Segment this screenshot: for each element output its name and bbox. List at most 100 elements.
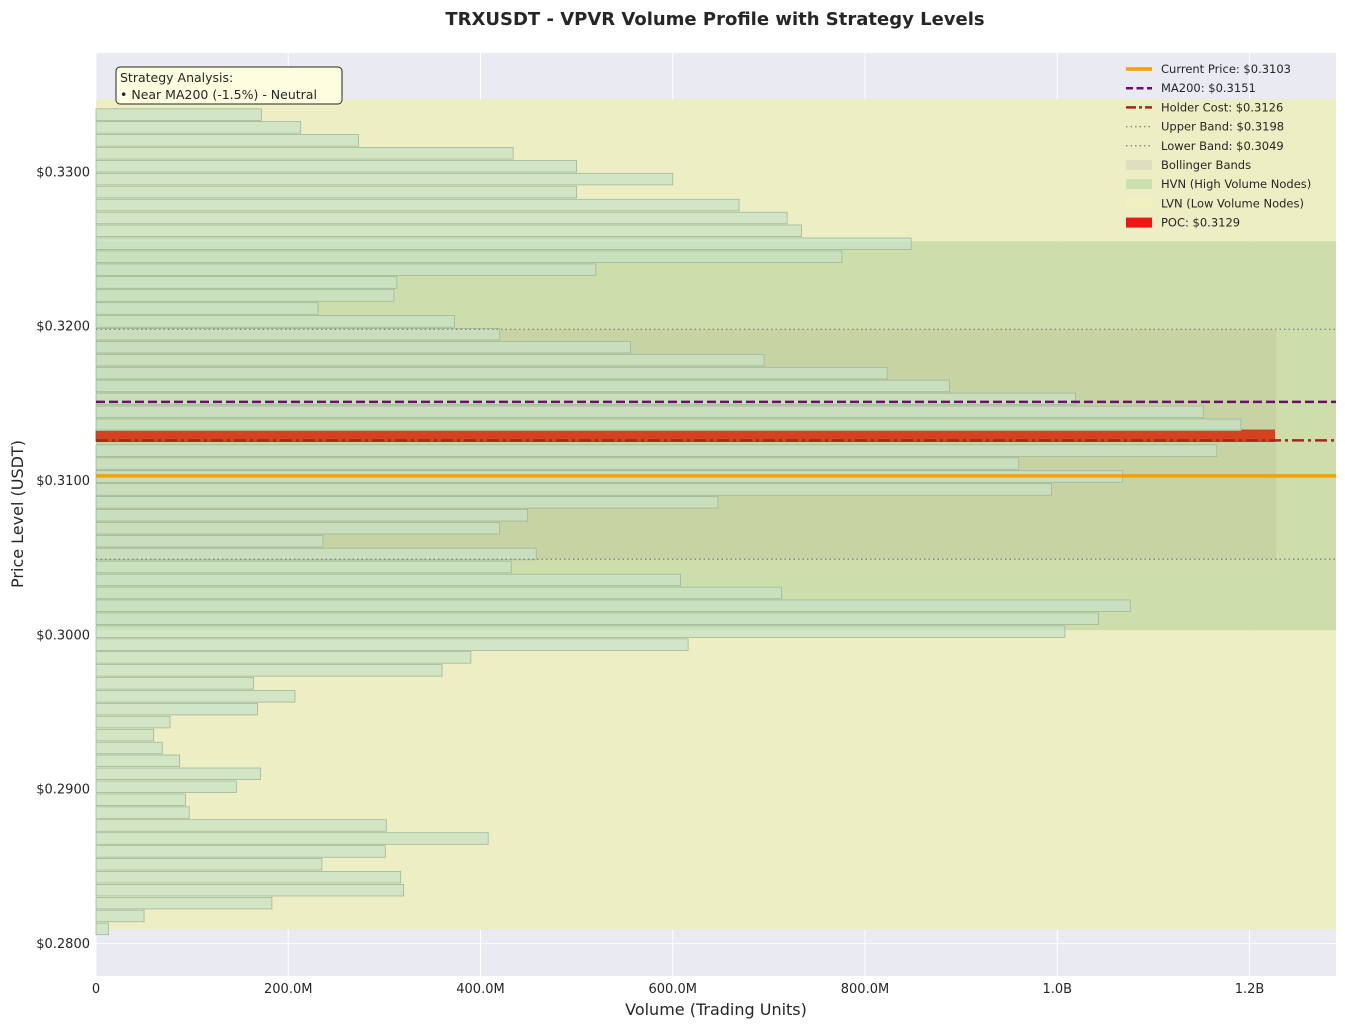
x-tick-label-3: 600.0M — [649, 982, 697, 997]
volume-bar-56 — [95, 198, 740, 212]
volume-bar-31 — [95, 522, 501, 535]
legend-entry-2: Holder Cost: $0.3126 — [1126, 100, 1283, 114]
poc-bar — [95, 429, 1275, 442]
volume-bar-7 — [95, 832, 489, 845]
chart-title: TRXUSDT - VPVR Volume Profile with Strat… — [445, 9, 984, 30]
volume-bar-12 — [95, 767, 261, 780]
volume-bar-39 — [95, 418, 1242, 432]
y-axis-label: Price Level (USDT) — [8, 440, 27, 588]
volume-bar-10 — [95, 793, 186, 806]
volume-bar-61 — [95, 134, 359, 147]
y-axis-ticks: $0.2800 $0.2900 $0.3000 $0.3100 $0.3200 $0.33… — [36, 165, 90, 952]
x-axis-label: Volume (Trading Units) — [625, 1000, 807, 1019]
y-tick-label-0: $0.2800 — [36, 937, 90, 952]
volume-bar-8 — [95, 819, 387, 832]
volume-bar-26 — [95, 586, 782, 600]
volume-bar-1 — [95, 909, 145, 923]
y-tick-label-3: $0.3100 — [36, 474, 90, 489]
volume-bar-63 — [95, 108, 262, 121]
volume-bar-52 — [95, 250, 843, 263]
legend-label-3: Upper Band: $0.3198 — [1161, 120, 1284, 134]
volume-bar-17 — [95, 702, 258, 716]
volume-bar-20 — [95, 664, 443, 677]
volume-bar-6 — [95, 845, 386, 858]
volume-bar-34 — [95, 483, 1052, 496]
legend-label-4: Lower Band: $0.3049 — [1161, 139, 1284, 153]
legend-swatch-8 — [1126, 217, 1152, 228]
legend-entry-0: Current Price: $0.3103 — [1126, 62, 1291, 76]
volume-bar-4 — [95, 871, 402, 884]
annotation-line-2: • Near MA200 (-1.5%) - Neutral — [120, 87, 317, 102]
volume-bar-59 — [95, 160, 578, 173]
legend-entry-3: Upper Band: $0.3198 — [1126, 120, 1284, 134]
volume-bar-25 — [95, 599, 1131, 612]
legend-entry-4: Lower Band: $0.3049 — [1126, 139, 1284, 153]
strategy-annotation: Strategy Analysis: • Near MA200 (-1.5%) … — [115, 66, 343, 105]
volume-bar-29 — [95, 547, 537, 561]
legend-entry-7: LVN (Low Volume Nodes) — [1126, 196, 1304, 210]
volume-bar-5 — [95, 858, 323, 871]
volume-bar-42 — [95, 379, 950, 393]
y-tick-label-5: $0.3300 — [36, 165, 90, 180]
volume-bar-62 — [95, 121, 302, 134]
volume-bar-49 — [95, 289, 395, 302]
volume-bar-9 — [95, 806, 190, 819]
volume-bar-19 — [95, 677, 255, 690]
volume-bar-60 — [95, 147, 514, 160]
y-tick-label-1: $0.2900 — [36, 783, 90, 798]
annotation-box — [115, 66, 343, 105]
x-tick-label-5: 1.0B — [1042, 982, 1072, 997]
volume-bar-27 — [95, 573, 681, 587]
volume-bar-51 — [95, 263, 597, 276]
volume-bar-45 — [95, 340, 631, 354]
legend-label-8: POC: $0.3129 — [1161, 216, 1240, 230]
volume-bar-16 — [95, 715, 171, 729]
legend-label-0: Current Price: $0.3103 — [1161, 62, 1291, 76]
x-axis-ticks: 0 200.0M 400.0M 600.0M 800.0M 1.0B 1.2B — [92, 982, 1264, 997]
volume-bars — [95, 108, 1275, 936]
volume-bar-44 — [95, 353, 765, 367]
volume-bar-18 — [95, 690, 296, 703]
volume-bar-54 — [95, 224, 802, 237]
legend-entry-8: POC: $0.3129 — [1126, 216, 1240, 230]
legend-label-1: MA200: $0.3151 — [1161, 81, 1256, 95]
volume-bar-55 — [95, 211, 788, 225]
volume-bar-11 — [95, 780, 237, 793]
x-tick-label-4: 800.0M — [841, 982, 889, 997]
volume-bar-46 — [95, 328, 501, 341]
annotation-line-1: Strategy Analysis: — [120, 70, 233, 85]
volume-bar-47 — [95, 315, 455, 328]
legend-entry-1: MA200: $0.3151 — [1126, 81, 1256, 95]
volume-bar-48 — [95, 302, 319, 315]
volume-bar-33 — [95, 496, 719, 509]
volume-bar-41 — [95, 392, 1076, 406]
x-tick-label-0: 0 — [92, 982, 100, 997]
volume-bar-50 — [95, 276, 398, 289]
volume-bar-22 — [95, 638, 689, 651]
volume-bar-15 — [95, 728, 155, 742]
legend-label-5: Bollinger Bands — [1161, 158, 1251, 172]
volume-bar-58 — [95, 172, 674, 186]
legend-swatch-7 — [1126, 198, 1152, 209]
strategy-levels — [96, 328, 1336, 560]
volume-bar-0 — [95, 922, 109, 936]
legend-label-6: HVN (High Volume Nodes) — [1161, 177, 1311, 191]
volume-bar-24 — [95, 612, 1099, 625]
x-tick-label-6: 1.2B — [1235, 982, 1265, 997]
volume-bar-53 — [95, 237, 912, 250]
x-tick-label-2: 400.0M — [456, 982, 504, 997]
volume-bar-21 — [95, 651, 472, 664]
x-tick-label-1: 200.0M — [264, 982, 312, 997]
volume-bar-37 — [95, 444, 1218, 457]
volume-bar-14 — [95, 741, 163, 755]
legend-label-7: LVN (Low Volume Nodes) — [1161, 196, 1304, 210]
chart-legend: Current Price: $0.3103 MA200: $0.3151 Hold… — [1126, 62, 1311, 230]
volume-bar-40 — [95, 405, 1204, 419]
volume-bar-23 — [95, 625, 1066, 638]
volume-bar-57 — [95, 185, 578, 199]
volume-bar-36 — [95, 457, 1020, 470]
volume-bar-32 — [95, 509, 528, 522]
legend-label-2: Holder Cost: $0.3126 — [1161, 100, 1283, 114]
legend-entry-5: Bollinger Bands — [1126, 158, 1251, 172]
